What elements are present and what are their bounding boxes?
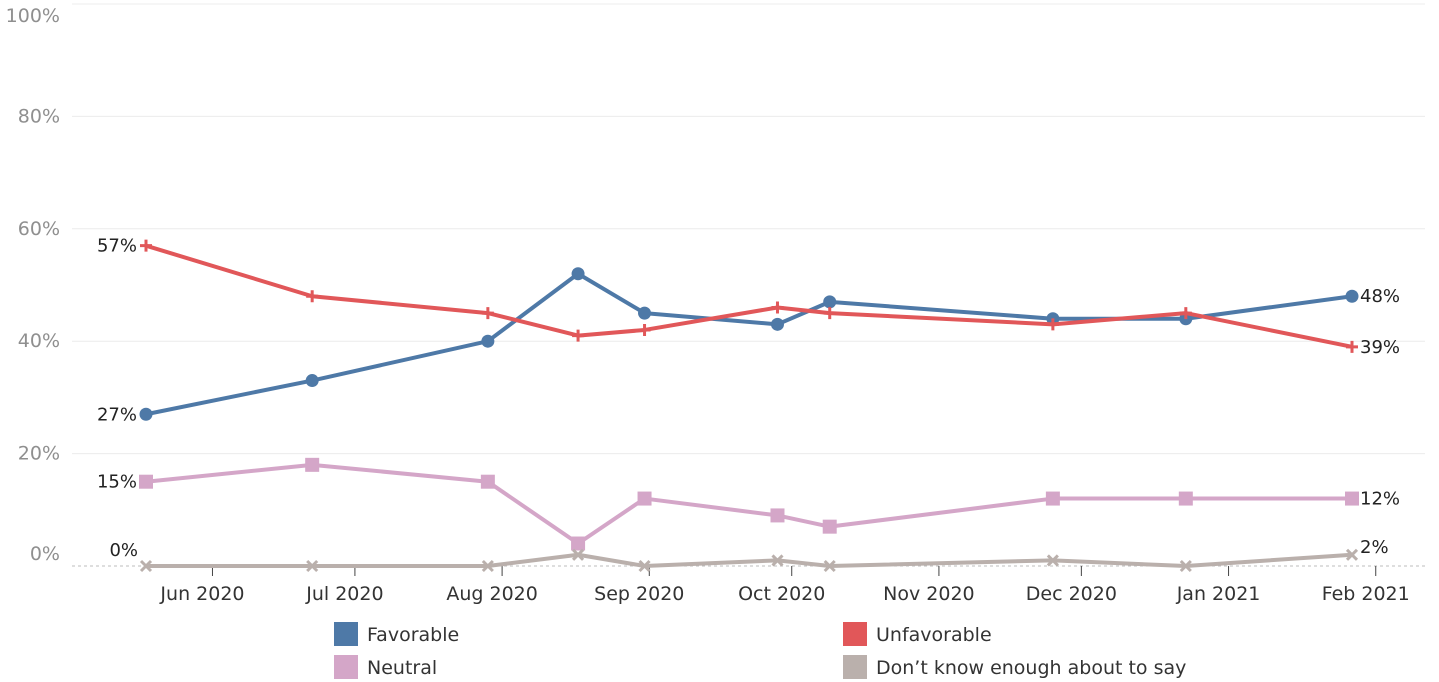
data-point[interactable]	[571, 536, 586, 551]
data-point[interactable]	[638, 306, 652, 320]
data-label-last: 2%	[1360, 537, 1389, 558]
y-tick-label: 20%	[18, 443, 60, 465]
data-point[interactable]	[139, 559, 153, 573]
data-point[interactable]	[481, 559, 494, 573]
data-point[interactable]	[822, 519, 837, 534]
data-point[interactable]	[139, 407, 153, 421]
data-point[interactable]	[306, 290, 319, 303]
series-3	[139, 548, 1359, 573]
data-point[interactable]	[771, 301, 784, 314]
data-label-first: 0%	[109, 540, 138, 561]
legend-item[interactable]: Favorable	[334, 622, 459, 646]
data-label-first: 27%	[97, 404, 137, 425]
data-point[interactable]	[1045, 491, 1060, 506]
series-1	[140, 239, 1358, 353]
data-point[interactable]	[572, 548, 585, 561]
data-point[interactable]	[771, 554, 784, 567]
gridlines	[72, 3, 1425, 567]
data-label-first: 57%	[97, 236, 137, 257]
x-axis: Jun 2020 Jul 2020 Aug 2020 Sep 2020 Oct 2020…	[159, 566, 1410, 605]
data-labels: 27% 48% 57% 39% 15% 12% 0% 2%	[97, 236, 1400, 561]
data-point[interactable]	[1346, 340, 1358, 353]
data-point[interactable]	[571, 267, 585, 281]
data-point[interactable]	[770, 317, 784, 331]
legend-item[interactable]: Don’t know enough about to say	[843, 655, 1186, 679]
data-point[interactable]	[1178, 491, 1193, 506]
legend-item[interactable]: Unfavorable	[843, 622, 992, 646]
data-point[interactable]	[481, 307, 494, 320]
x-tick-label: Dec 2020	[1026, 583, 1117, 605]
y-tick-label: 40%	[18, 330, 60, 352]
series-line	[145, 462, 1352, 546]
data-point[interactable]	[823, 295, 837, 309]
y-tick-label: 100%	[6, 5, 60, 27]
series-lines	[139, 239, 1359, 573]
y-tick-label: 0%	[30, 543, 60, 565]
y-axis: 0% 20% 40% 60% 80% 100%	[6, 5, 60, 565]
x-tick-label: Aug 2020	[446, 583, 538, 605]
legend-item[interactable]: Neutral	[334, 655, 437, 679]
series-line	[145, 271, 1353, 417]
legend-label: Don’t know enough about to say	[876, 657, 1186, 679]
data-point[interactable]	[1179, 307, 1192, 320]
x-tick-label: Sep 2020	[594, 583, 684, 605]
data-point[interactable]	[1345, 548, 1359, 561]
series-2	[139, 457, 1359, 551]
data-point[interactable]	[823, 307, 836, 320]
y-tick-label: 60%	[18, 218, 60, 240]
data-label-last: 39%	[1360, 337, 1400, 358]
data-point[interactable]	[572, 329, 585, 342]
data-point[interactable]	[638, 323, 651, 336]
x-tick-label: Jun 2020	[159, 583, 244, 605]
data-point[interactable]	[637, 491, 652, 506]
legend-label: Unfavorable	[876, 624, 992, 646]
data-point[interactable]	[1046, 318, 1059, 331]
data-point[interactable]	[140, 239, 152, 252]
data-point[interactable]	[139, 474, 153, 489]
legend-swatch	[334, 622, 358, 646]
legend-label: Neutral	[367, 657, 437, 679]
series-line	[146, 552, 1353, 568]
data-point[interactable]	[306, 559, 319, 573]
x-tick-label: Feb 2021	[1322, 583, 1410, 605]
legend: Favorable Unfavorable Neutral Don’t know en…	[334, 622, 1186, 679]
legend-swatch	[334, 655, 358, 679]
x-tick-label: Oct 2020	[738, 583, 825, 605]
data-point[interactable]	[770, 508, 785, 523]
data-label-last: 12%	[1360, 489, 1400, 510]
data-label-first: 15%	[97, 472, 137, 493]
data-point[interactable]	[481, 334, 495, 348]
legend-swatch	[843, 655, 867, 679]
y-tick-label: 80%	[18, 105, 60, 127]
series-0	[139, 267, 1359, 421]
x-tick-label: Jan 2021	[1176, 583, 1261, 605]
data-label-last: 48%	[1360, 286, 1400, 307]
legend-swatch	[843, 622, 867, 646]
data-point[interactable]	[823, 559, 836, 573]
data-point[interactable]	[305, 457, 320, 472]
data-point[interactable]	[1046, 554, 1059, 567]
data-point[interactable]	[638, 559, 651, 573]
x-tick-label: Jul 2020	[305, 583, 383, 605]
data-point[interactable]	[305, 374, 319, 388]
data-point[interactable]	[1345, 289, 1359, 303]
data-point[interactable]	[480, 474, 495, 489]
data-point[interactable]	[1179, 559, 1192, 573]
data-point[interactable]	[1345, 491, 1359, 506]
legend-label: Favorable	[367, 624, 459, 646]
series-line	[145, 243, 1353, 349]
x-tick-label: Nov 2020	[883, 583, 974, 605]
